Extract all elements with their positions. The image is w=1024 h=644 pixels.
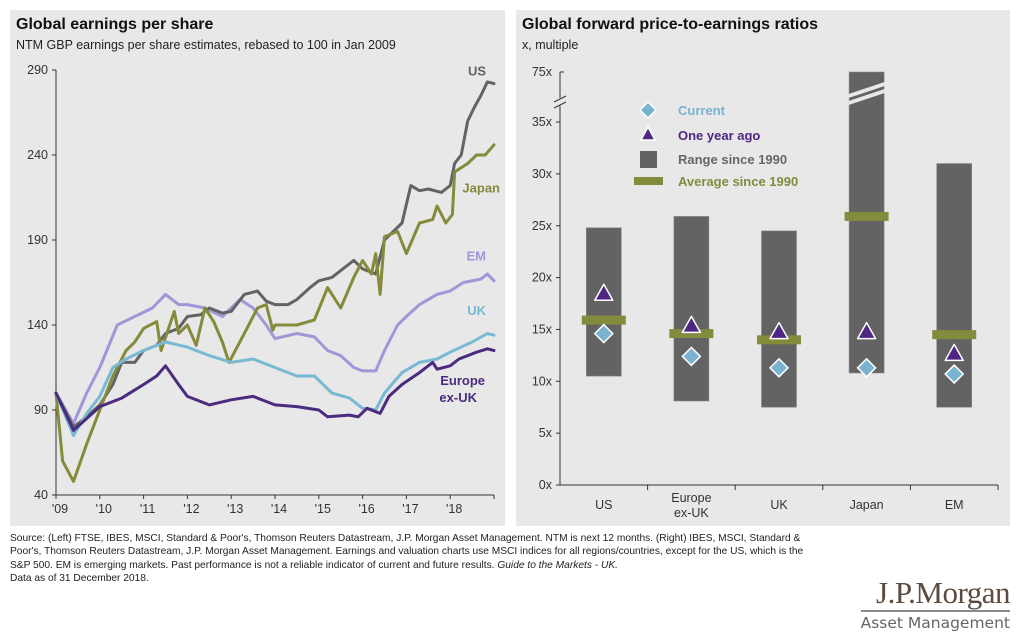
pe-chart-panel: Global forward price-to-earnings ratios … [516,10,1010,526]
bar-break-mark [848,82,885,98]
x-tick-label: '13 [227,502,243,516]
range-bar-europe-ex-uk [673,216,710,402]
legend-diamond-icon [638,100,658,120]
eps-chart-subtitle: NTM GBP earnings per share estimates, re… [16,38,396,52]
series-line-em [54,272,496,426]
range-bar-uk [761,230,797,408]
legend-bar-icon [634,177,663,185]
logo-rule [860,610,1010,612]
average-marker-europe-ex-uk [669,329,714,339]
x-tick-label: '12 [183,502,199,516]
series-line-europe-ex-uk [54,347,496,432]
series-line-uk [54,332,496,437]
series-label-us: US [468,64,486,79]
series-line-us [54,80,496,429]
x-tick-label: '14 [271,502,287,516]
y-tick-label: 15x [532,322,553,336]
y-tick-label: 30x [532,167,553,181]
eps-chart-panel: Global earnings per share NTM GBP earnin… [10,10,505,526]
y-tick-label: 35x [532,115,553,129]
axis-break-mark [553,101,567,109]
series-label-em: EM [467,248,487,263]
x-tick-label: '17 [402,502,418,516]
x-tick-label: '11 [140,502,155,516]
one-year-ago-marker-em [944,343,964,362]
series-line-japan [54,143,496,483]
axis-break-mark [553,95,567,103]
y-tick-label: 290 [27,63,48,77]
legend-label-average-since-1990: Average since 1990 [678,174,798,189]
x-tick-label: '16 [358,502,374,516]
category-label-uk: UK [770,498,788,512]
one-year-ago-marker-us [594,283,614,301]
logo-sub: Asset Management [860,614,1010,632]
one-year-ago-marker-europe-ex-uk [681,315,702,334]
y-tick-label: 75x [532,65,553,79]
bar-break-mark [848,89,885,105]
current-marker-us [593,323,614,344]
eps-line-chart: 40 90 140 190 240 290 '09 '10 '11 '12 '13 '14 '15 '16… [27,63,500,516]
legend-label-range-since-1990: Range since 1990 [678,152,787,167]
legend-label-one-year-ago: One year ago [678,128,760,143]
current-marker-europe-ex-uk [681,346,702,367]
pe-chart-subtitle: x, multiple [522,38,579,52]
legend-triangle-icon [639,125,657,141]
series-label-europe-ex-uk-line2: ex-UK [439,390,477,405]
y-tick-label: 90 [34,403,48,417]
source-footnote: Source: (Left) FTSE, IBES, MSCI, Standar… [10,532,810,585]
y-tick-label: 190 [27,233,48,247]
average-marker-em [932,330,977,340]
x-tick-label: '15 [315,502,331,516]
average-marker-japan [844,211,889,221]
pe-chart-title: Global forward price-to-earnings ratios [522,16,819,33]
jpmorgan-logo: J.P.Morgan Asset Management [860,575,1011,632]
series-label-europe-ex-uk-line1: Europe [440,373,485,388]
y-tick-label: 240 [27,148,48,162]
y-tick-label: 25x [532,219,553,233]
average-marker-us [581,315,626,325]
footnote-italic: Guide to the Markets - UK. [497,559,618,571]
current-marker-em [944,363,965,385]
average-marker-uk [757,335,801,345]
y-tick-label: 20x [532,271,553,285]
category-label-europe-ex-uk: Europe [671,491,711,505]
y-tick-label: 140 [27,318,48,332]
footnote-date: Data as of 31 December 2018. [10,572,149,584]
category-label-em: EM [945,498,964,512]
current-marker-uk [768,357,790,378]
y-tick-label: 5x [539,426,553,440]
y-tick-label: 10x [532,374,553,388]
y-tick-label: 0x [539,478,553,492]
footnote-text: Source: (Left) FTSE, IBES, MSCI, Standar… [10,533,804,571]
range-bar-us [586,227,622,377]
x-tick-label: '09 [52,502,68,516]
series-label-japan: Japan [462,180,500,195]
one-year-ago-marker-uk [769,321,789,340]
x-tick-label: '18 [446,502,462,516]
category-label-japan: Japan [850,498,884,512]
current-marker-japan [856,357,877,378]
eps-chart-title: Global earnings per share [16,16,214,33]
legend-label-current: Current [678,103,726,118]
x-tick-label: '10 [96,502,112,516]
category-label-us: US [595,498,612,512]
series-label-uk: UK [467,303,486,318]
y-tick-label: 40 [34,488,48,502]
legend-square-icon [640,151,657,168]
category-label-europe-ex-uk: ex-UK [674,506,709,520]
logo-brand: J.P.Morgan [876,575,1010,610]
one-year-ago-marker-japan [856,321,877,340]
